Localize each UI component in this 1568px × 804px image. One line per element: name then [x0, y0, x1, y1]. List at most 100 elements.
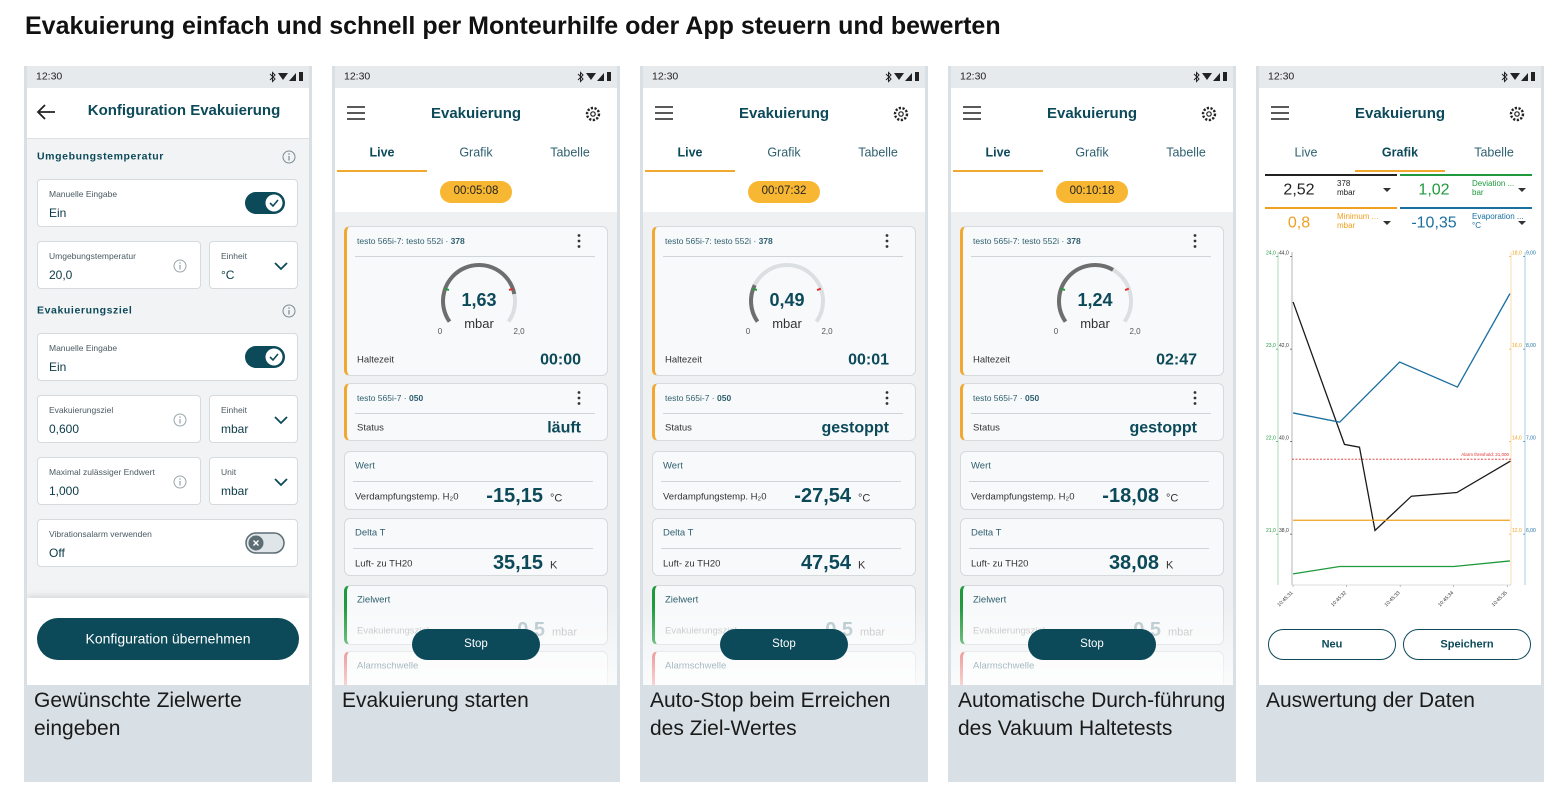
battery-icon: [1223, 72, 1227, 81]
reading-unit: K: [858, 559, 866, 572]
status-bar: [1259, 66, 1541, 88]
timer-value: 00:10:18: [1069, 185, 1115, 198]
tab[interactable]: Live: [677, 145, 703, 160]
status-time: 12:30: [36, 70, 63, 83]
wifi-icon: [278, 73, 288, 80]
apply-label: Konfiguration übernehmen: [85, 630, 251, 647]
bluetooth-icon: [1193, 71, 1200, 83]
device-id: 378: [450, 235, 465, 246]
card-title: Wert: [355, 460, 375, 472]
status-label: Status: [665, 422, 692, 434]
settings-button: [1509, 106, 1525, 122]
timer-pill: 00:10:18: [1056, 181, 1128, 203]
panel: 12:30 Konfiguration Evakuierung Umgebungst…: [24, 66, 312, 782]
tab[interactable]: Live: [369, 145, 395, 160]
reading-unit: K: [550, 559, 558, 572]
y-tick-label: 23,0: [1266, 343, 1276, 349]
tab[interactable]: Grafik: [459, 145, 493, 160]
status-icons: [885, 71, 919, 83]
reading-unit: °C: [858, 492, 871, 505]
info-dot: [179, 478, 181, 480]
y-tick-label: 42,0: [1279, 343, 1289, 349]
value-label: Luft- zu TH20: [355, 558, 413, 570]
tab[interactable]: Tabelle: [1166, 145, 1206, 160]
stop-button[interactable]: Stop: [412, 629, 540, 660]
menu-dot: [577, 234, 581, 237]
phone-screen: 12:30 Evakuierung Live Grafik Tabelle 00:10:1…: [951, 66, 1233, 685]
status-icons: [1193, 71, 1227, 83]
card-divider: [355, 413, 595, 414]
reading-unit: °C: [1166, 492, 1179, 505]
info-dot: [288, 153, 290, 155]
tab[interactable]: Live: [1294, 145, 1318, 160]
tile-unit: Minimum ...: [1337, 212, 1379, 222]
tile-value: 0,8: [1287, 214, 1311, 232]
data-line: [1292, 293, 1511, 423]
gauge-unit: mbar: [464, 316, 494, 332]
value-label: Verdampfungstemp. H₂0: [663, 491, 767, 503]
tab[interactable]: Grafik: [1381, 145, 1419, 160]
gear-ring: [1201, 106, 1217, 122]
page-title: Evakuierung einfach und schnell per Mont…: [25, 12, 1001, 40]
menu-dot: [577, 239, 581, 243]
battery-icon: [607, 72, 611, 81]
device-name: testo 565i-7: testo 552i · 378: [357, 235, 465, 246]
button-label: Neu: [1321, 637, 1343, 650]
gauge-min: 0: [437, 327, 443, 337]
hold-label: Haltezeit: [357, 354, 394, 366]
bluetooth-icon: [269, 71, 276, 83]
tab[interactable]: Live: [985, 145, 1011, 160]
tab[interactable]: Grafik: [1075, 145, 1109, 160]
gauge-min: 0: [1053, 327, 1059, 337]
stop-button[interactable]: Stop: [1028, 629, 1156, 660]
gauge-min: 0: [745, 327, 751, 337]
apply-button[interactable]: Konfiguration übernehmen: [37, 618, 299, 660]
phone-screen: 12:30 Evakuierung Live Grafik Tabelle 00:05:0…: [335, 66, 617, 685]
action-button[interactable]: Neu: [1268, 629, 1396, 660]
gauge-value: 1,63: [461, 290, 497, 311]
card: Wert Verdampfungstemp. H₂0 -18,08 °C: [960, 451, 1224, 510]
y-tick-label: 9,00: [1526, 251, 1536, 257]
status-bar: [951, 66, 1233, 88]
dropdown-caret: [1518, 188, 1526, 192]
action-button[interactable]: Speichern: [1403, 629, 1531, 660]
tile-unit: mbar: [1337, 221, 1356, 231]
dropdown-caret: [1383, 188, 1391, 192]
panel: 12:30 Evakuierung Live Grafik Tabelle 00:05:0…: [332, 66, 620, 782]
settings-button: [1201, 106, 1217, 122]
y-tick-label: 18,0: [1512, 251, 1522, 257]
tab[interactable]: Tabelle: [858, 145, 898, 160]
reading-value: -27,54: [794, 485, 851, 507]
menu-dot: [885, 234, 889, 237]
wifi-icon: [1510, 73, 1520, 80]
stop-button[interactable]: Stop: [720, 629, 848, 660]
tile-unit: °C: [1472, 221, 1481, 231]
gauge-marker: [1060, 287, 1066, 291]
field-value: 0,600: [49, 421, 80, 436]
info-circle: [282, 304, 296, 318]
screen-title: Evakuierung: [738, 105, 830, 122]
stop-label: Stop: [772, 637, 796, 650]
field-label: Unit: [221, 466, 237, 477]
status-bar: [335, 66, 617, 88]
field: Unit mbar: [209, 457, 298, 505]
menu-dot: [577, 402, 581, 405]
value-tile: 0,8 Minimum ... mbar: [1265, 207, 1397, 235]
y-tick-label: 14,0: [1512, 436, 1522, 442]
panel: 12:30 Evakuierung Live Grafik Tabelle 00:10:1…: [948, 66, 1236, 782]
tab-indicator: [1355, 170, 1445, 172]
menu-dot: [577, 245, 581, 248]
y-tick-label: 21,0: [1266, 528, 1276, 534]
gauge: [749, 263, 825, 323]
tab[interactable]: Tabelle: [550, 145, 590, 160]
screen-title: Evakuierung: [1354, 105, 1446, 122]
tab[interactable]: Grafik: [767, 145, 801, 160]
device-name: testo 565i-7 · 050: [973, 392, 1040, 403]
button-label: Speichern: [1440, 637, 1494, 650]
more-menu: [577, 234, 581, 248]
menu-dot: [1193, 396, 1197, 400]
tab[interactable]: Tabelle: [1474, 145, 1514, 160]
field-label: Maximal zulässiger Endwert: [49, 466, 155, 477]
gauge-value-arc: [1057, 263, 1114, 323]
status-time: 12:30: [344, 70, 371, 83]
